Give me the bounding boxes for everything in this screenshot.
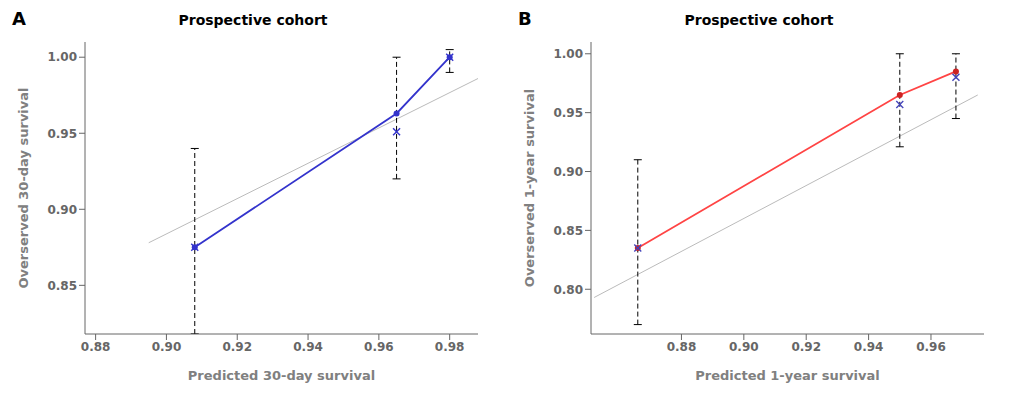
svg-text:0.85: 0.85 bbox=[47, 279, 77, 293]
svg-text:0.98: 0.98 bbox=[435, 340, 465, 354]
svg-text:0.90: 0.90 bbox=[47, 203, 77, 217]
svg-text:0.88: 0.88 bbox=[667, 340, 697, 354]
svg-text:0.80: 0.80 bbox=[553, 283, 583, 297]
html-text:B: B bbox=[518, 8, 532, 29]
svg-text:1.00: 1.00 bbox=[553, 47, 583, 61]
svg-text:0.90: 0.90 bbox=[553, 165, 583, 179]
svg-text:0.95: 0.95 bbox=[553, 106, 583, 120]
svg-text:0.94: 0.94 bbox=[293, 340, 323, 354]
html-text:A: A bbox=[12, 8, 26, 29]
svg-text:Overserved 1-year survival: Overserved 1-year survival bbox=[522, 89, 537, 287]
svg-text:0.94: 0.94 bbox=[854, 340, 884, 354]
svg-text:0.96: 0.96 bbox=[364, 340, 394, 354]
html-text:Prospective cohort: Prospective cohort bbox=[684, 12, 834, 28]
svg-text:0.95: 0.95 bbox=[47, 127, 77, 141]
svg-text:Predicted 30-day survival: Predicted 30-day survival bbox=[188, 368, 375, 383]
svg-text:0.90: 0.90 bbox=[729, 340, 759, 354]
html-text:Prospective cohort: Prospective cohort bbox=[178, 12, 328, 28]
svg-text:1.00: 1.00 bbox=[47, 50, 77, 64]
svg-text:0.92: 0.92 bbox=[791, 340, 821, 354]
svg-text:0.88: 0.88 bbox=[81, 340, 111, 354]
svg-text:0.92: 0.92 bbox=[222, 340, 252, 354]
svg-text:Predicted 1-year survival: Predicted 1-year survival bbox=[695, 368, 880, 383]
svg-text:0.85: 0.85 bbox=[553, 224, 583, 238]
svg-text:0.96: 0.96 bbox=[916, 340, 946, 354]
svg-text:0.90: 0.90 bbox=[152, 340, 182, 354]
svg-text:Overserved 30-day survival: Overserved 30-day survival bbox=[16, 87, 31, 288]
